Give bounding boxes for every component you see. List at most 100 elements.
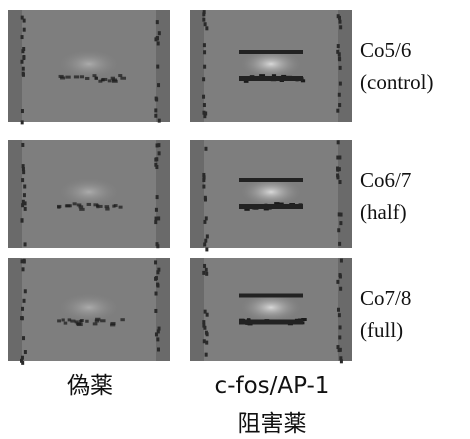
edge-speck bbox=[23, 260, 26, 264]
disc-speck bbox=[110, 322, 115, 325]
disc-glow bbox=[59, 178, 119, 206]
edge-speck bbox=[340, 213, 343, 217]
edge-speck bbox=[21, 178, 24, 182]
image-panel bbox=[8, 10, 170, 124]
edge-speck bbox=[340, 359, 343, 363]
disc-glow bbox=[241, 178, 301, 206]
edge-speck bbox=[155, 292, 158, 296]
edge-speck bbox=[23, 28, 26, 32]
disc-speck bbox=[74, 75, 79, 78]
disc-glow bbox=[59, 294, 119, 322]
disc-speck bbox=[57, 319, 61, 322]
disc-speck bbox=[112, 78, 117, 81]
edge-speck bbox=[338, 57, 341, 61]
edge-speck bbox=[338, 242, 341, 246]
edge-speck bbox=[22, 67, 25, 71]
image-panels bbox=[8, 10, 352, 365]
disc-speck bbox=[99, 205, 102, 208]
edge-speck bbox=[157, 216, 160, 220]
image-panel bbox=[8, 258, 170, 365]
edge-speck bbox=[24, 350, 27, 354]
disc-band bbox=[239, 204, 303, 209]
row-label: (control) bbox=[360, 70, 433, 94]
edge-speck bbox=[154, 260, 157, 264]
edge-speck bbox=[21, 218, 24, 222]
edge-speck bbox=[23, 193, 26, 197]
disc-speck bbox=[87, 203, 91, 206]
edge-speck bbox=[206, 234, 209, 238]
panel-edge bbox=[8, 140, 22, 248]
edge-speck bbox=[203, 264, 206, 268]
edge-speck bbox=[157, 143, 160, 147]
edge-speck bbox=[154, 309, 157, 313]
edge-speck bbox=[336, 109, 339, 113]
edge-speck bbox=[21, 49, 24, 53]
column-label: c-fos/AP-1 bbox=[215, 373, 330, 399]
disc-speck bbox=[65, 76, 70, 79]
panel-edge bbox=[8, 258, 22, 361]
disc-speck bbox=[105, 208, 109, 211]
edge-speck bbox=[336, 345, 339, 349]
panel-edge bbox=[190, 258, 204, 361]
edge-speck bbox=[202, 111, 205, 115]
edge-speck bbox=[155, 157, 158, 161]
edge-speck bbox=[339, 25, 342, 29]
edge-speck bbox=[24, 207, 27, 211]
edge-speck bbox=[157, 347, 160, 351]
edge-speck bbox=[339, 180, 342, 184]
edge-speck bbox=[204, 147, 207, 151]
edge-speck bbox=[336, 156, 339, 160]
edge-speck bbox=[158, 151, 161, 155]
disc-speck bbox=[102, 78, 108, 81]
edge-speck bbox=[202, 18, 205, 22]
column-label: 偽薬 bbox=[67, 373, 113, 399]
edge-speck bbox=[21, 120, 24, 124]
edge-speck bbox=[22, 72, 25, 76]
edge-speck bbox=[157, 41, 160, 45]
edge-speck bbox=[203, 176, 206, 180]
edge-speck bbox=[202, 77, 205, 81]
disc-band bbox=[239, 178, 303, 182]
disc-glow bbox=[241, 294, 301, 322]
edge-speck bbox=[337, 44, 340, 48]
disc-speck bbox=[120, 77, 126, 80]
column-label: 阻害薬 bbox=[238, 411, 307, 437]
edge-speck bbox=[20, 316, 23, 320]
disc-band bbox=[239, 294, 303, 298]
disc-speck bbox=[118, 74, 122, 77]
edge-speck bbox=[338, 20, 341, 24]
disc-speck bbox=[85, 77, 89, 80]
edge-speck bbox=[156, 195, 159, 199]
edge-speck bbox=[202, 320, 205, 324]
figure: Co5/6(control)Co6/7(half)Co7/8(full)偽薬c-… bbox=[0, 0, 470, 439]
disc-speck bbox=[85, 320, 88, 323]
edge-speck bbox=[156, 36, 159, 40]
edge-speck bbox=[205, 216, 208, 220]
edge-speck bbox=[24, 242, 27, 246]
edge-speck bbox=[154, 163, 157, 167]
disc-speck bbox=[120, 318, 124, 321]
edge-speck bbox=[156, 270, 159, 274]
edge-speck bbox=[156, 20, 159, 24]
edge-speck bbox=[23, 185, 26, 189]
panel-edge bbox=[190, 140, 204, 248]
edge-speck bbox=[21, 16, 24, 20]
edge-speck bbox=[204, 22, 207, 26]
edge-speck bbox=[202, 324, 205, 328]
edge-speck bbox=[22, 267, 25, 271]
disc-speck bbox=[59, 75, 64, 78]
edge-speck bbox=[158, 327, 161, 331]
edge-speck bbox=[154, 108, 157, 112]
edge-speck bbox=[337, 140, 340, 144]
panel-edge bbox=[156, 140, 170, 248]
disc-speck bbox=[79, 208, 84, 211]
edge-speck bbox=[338, 16, 341, 20]
disc-speck bbox=[95, 319, 100, 322]
edge-speck bbox=[337, 228, 340, 232]
edge-speck bbox=[339, 221, 342, 225]
image-panel bbox=[190, 258, 352, 363]
edge-speck bbox=[155, 97, 158, 101]
edge-speck bbox=[205, 26, 208, 30]
edge-speck bbox=[340, 259, 343, 263]
edge-speck bbox=[21, 143, 24, 147]
